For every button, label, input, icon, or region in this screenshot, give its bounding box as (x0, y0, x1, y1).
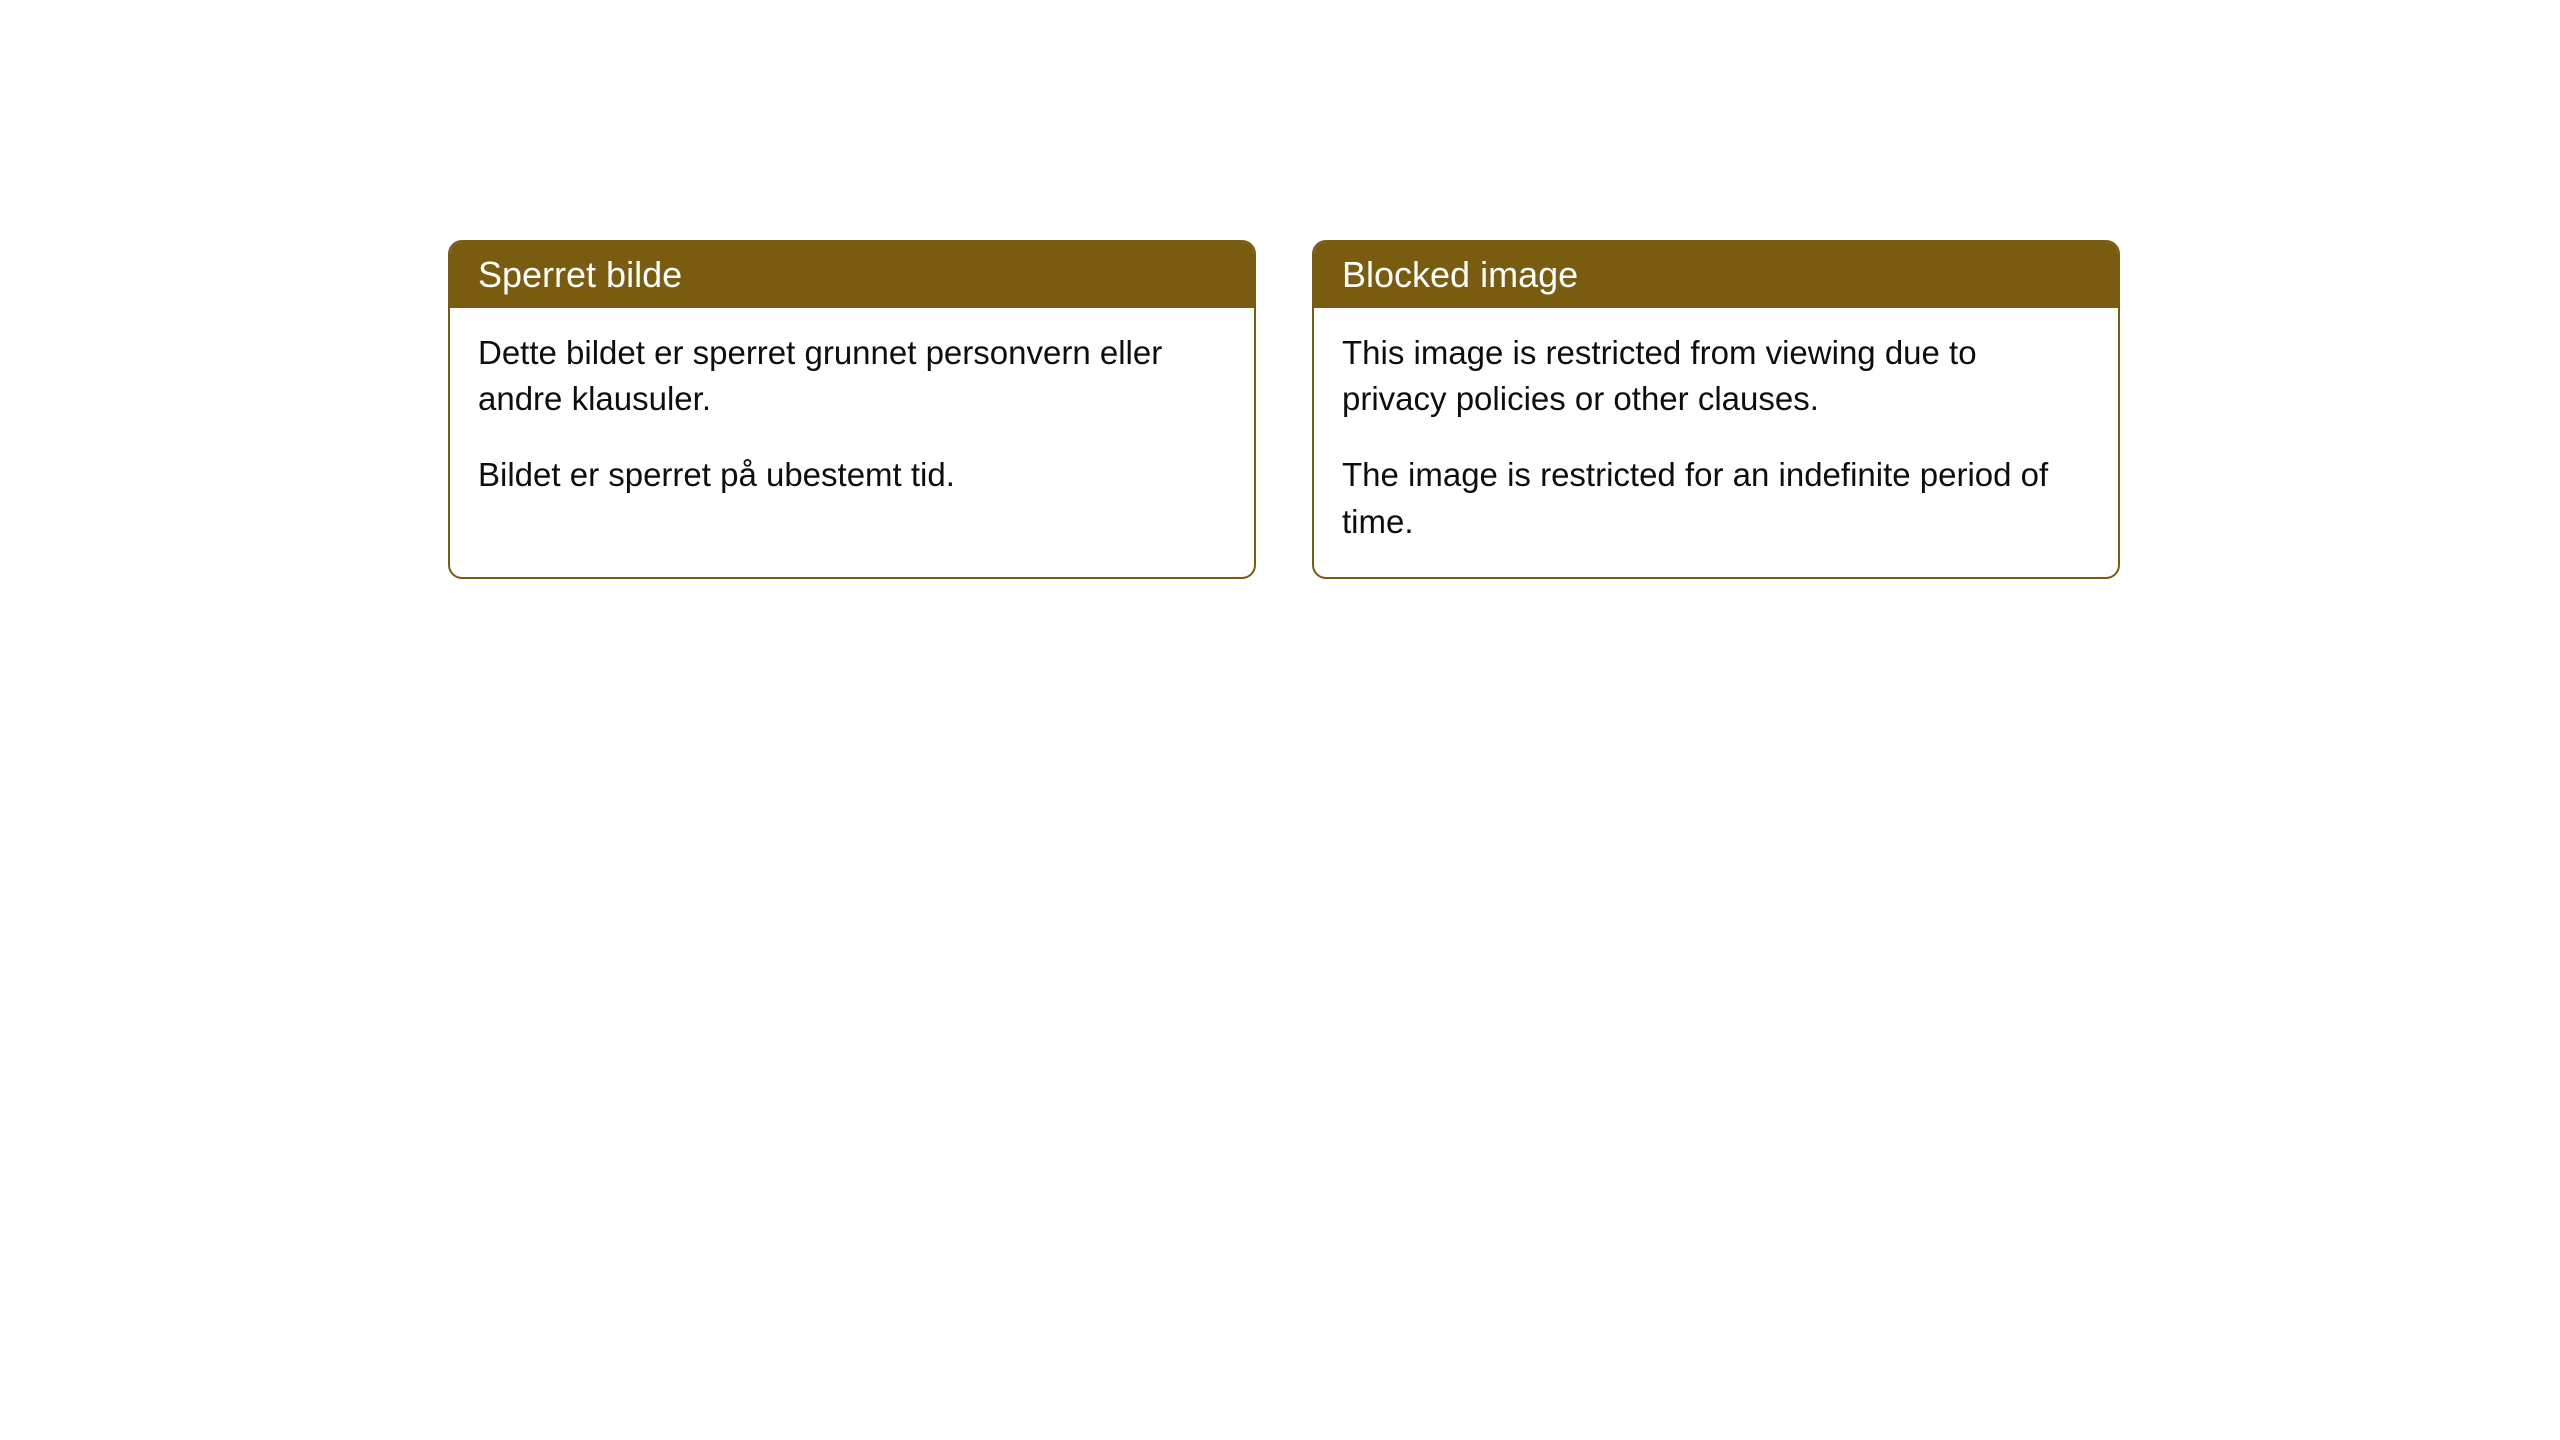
notice-body-english: This image is restricted from viewing du… (1314, 308, 2118, 577)
notice-text-english-1: This image is restricted from viewing du… (1342, 330, 2090, 422)
notice-header-english: Blocked image (1314, 242, 2118, 308)
notice-header-norwegian: Sperret bilde (450, 242, 1254, 308)
notice-text-norwegian-2: Bildet er sperret på ubestemt tid. (478, 452, 1226, 498)
notice-body-norwegian: Dette bildet er sperret grunnet personve… (450, 308, 1254, 531)
notice-text-norwegian-1: Dette bildet er sperret grunnet personve… (478, 330, 1226, 422)
notice-text-english-2: The image is restricted for an indefinit… (1342, 452, 2090, 544)
notice-card-norwegian: Sperret bilde Dette bildet er sperret gr… (448, 240, 1256, 579)
notice-card-english: Blocked image This image is restricted f… (1312, 240, 2120, 579)
notice-panel-container: Sperret bilde Dette bildet er sperret gr… (448, 240, 2120, 579)
